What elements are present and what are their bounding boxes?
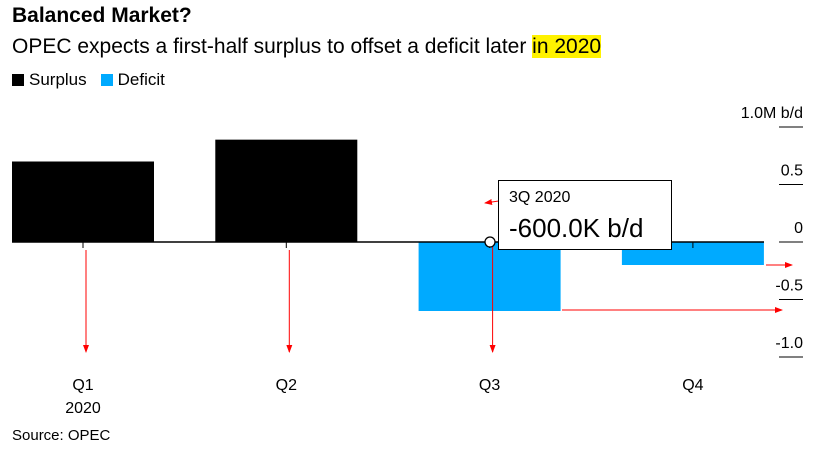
- bar-q3: [418, 242, 561, 311]
- y-tick-label: 0: [794, 220, 803, 237]
- tooltip-label: 3Q 2020: [509, 189, 571, 206]
- x-tick-label: Q4: [682, 377, 703, 394]
- hover-marker: [484, 236, 496, 248]
- y-tick-label: 0.5: [781, 163, 803, 180]
- legend-label: Deficit: [117, 70, 165, 89]
- legend: Surplus Deficit: [12, 70, 165, 90]
- tooltip-value: -600.0K b/d: [509, 213, 644, 243]
- y-tick-label: 1.0M b/d: [741, 105, 803, 122]
- y-tick-label: -0.5: [775, 278, 803, 295]
- legend-deficit: Deficit: [100, 70, 165, 90]
- bar-q1: [12, 161, 154, 242]
- x-tick-label: Q3: [479, 377, 500, 394]
- x-tick-label: Q2: [276, 377, 297, 394]
- subtitle-highlight: in 2020: [532, 35, 602, 58]
- y-tick-label: -1.0: [775, 335, 803, 352]
- x-tick-sublabel: 2020: [65, 400, 101, 417]
- chart-subtitle: OPEC expects a first-half surplus to off…: [12, 35, 602, 59]
- x-tick-label: Q1: [72, 377, 93, 394]
- tooltip: 3Q 2020 -600.0K b/d: [498, 180, 672, 250]
- source-note: Source: OPEC: [12, 427, 111, 444]
- legend-swatch-deficit: [100, 74, 113, 86]
- chart-title: Balanced Market?: [12, 4, 192, 27]
- legend-label: Surplus: [29, 70, 87, 89]
- legend-surplus: Surplus: [12, 70, 87, 90]
- legend-swatch-surplus: [12, 74, 24, 86]
- bar-q2: [215, 139, 358, 242]
- subtitle-text: OPEC expects a first-half surplus to off…: [12, 35, 533, 58]
